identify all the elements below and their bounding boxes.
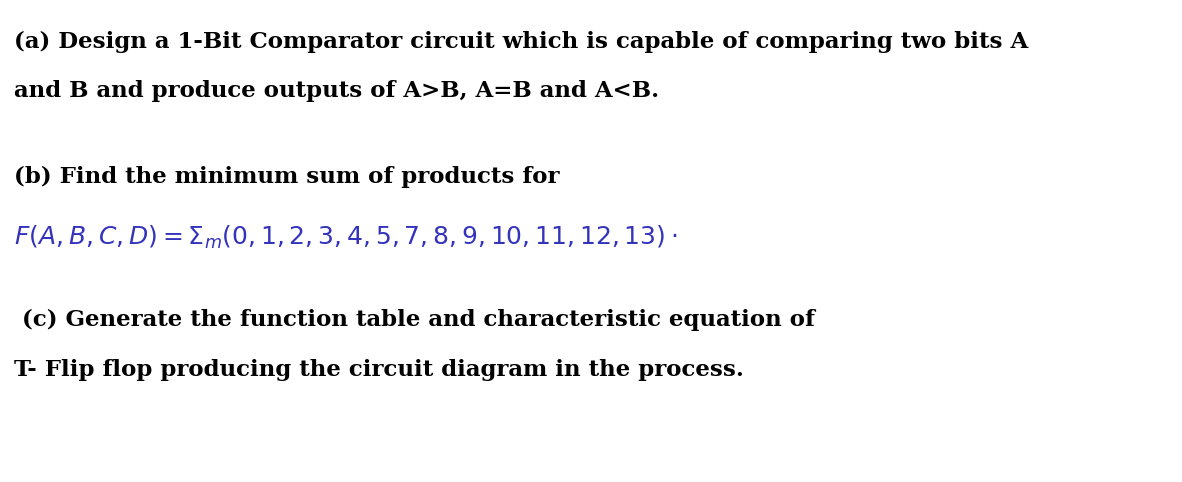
Text: (b) Find the minimum sum of products for: (b) Find the minimum sum of products for [14,166,560,188]
Text: $\mathit{F(A,B,C,D) = \Sigma_m(0,1,2,3,4,5,7,8,9,10,11,12,13)\cdot}$: $\mathit{F(A,B,C,D) = \Sigma_m(0,1,2,3,4… [14,224,677,251]
Text: (c) Generate the function table and characteristic equation of: (c) Generate the function table and char… [14,308,816,331]
Text: and B and produce outputs of A>B, A=B and A<B.: and B and produce outputs of A>B, A=B an… [14,80,660,102]
Text: (a) Design a 1-Bit Comparator circuit which is capable of comparing two bits A: (a) Design a 1-Bit Comparator circuit wh… [14,31,1028,54]
Text: T- Flip flop producing the circuit diagram in the process.: T- Flip flop producing the circuit diagr… [14,359,743,381]
